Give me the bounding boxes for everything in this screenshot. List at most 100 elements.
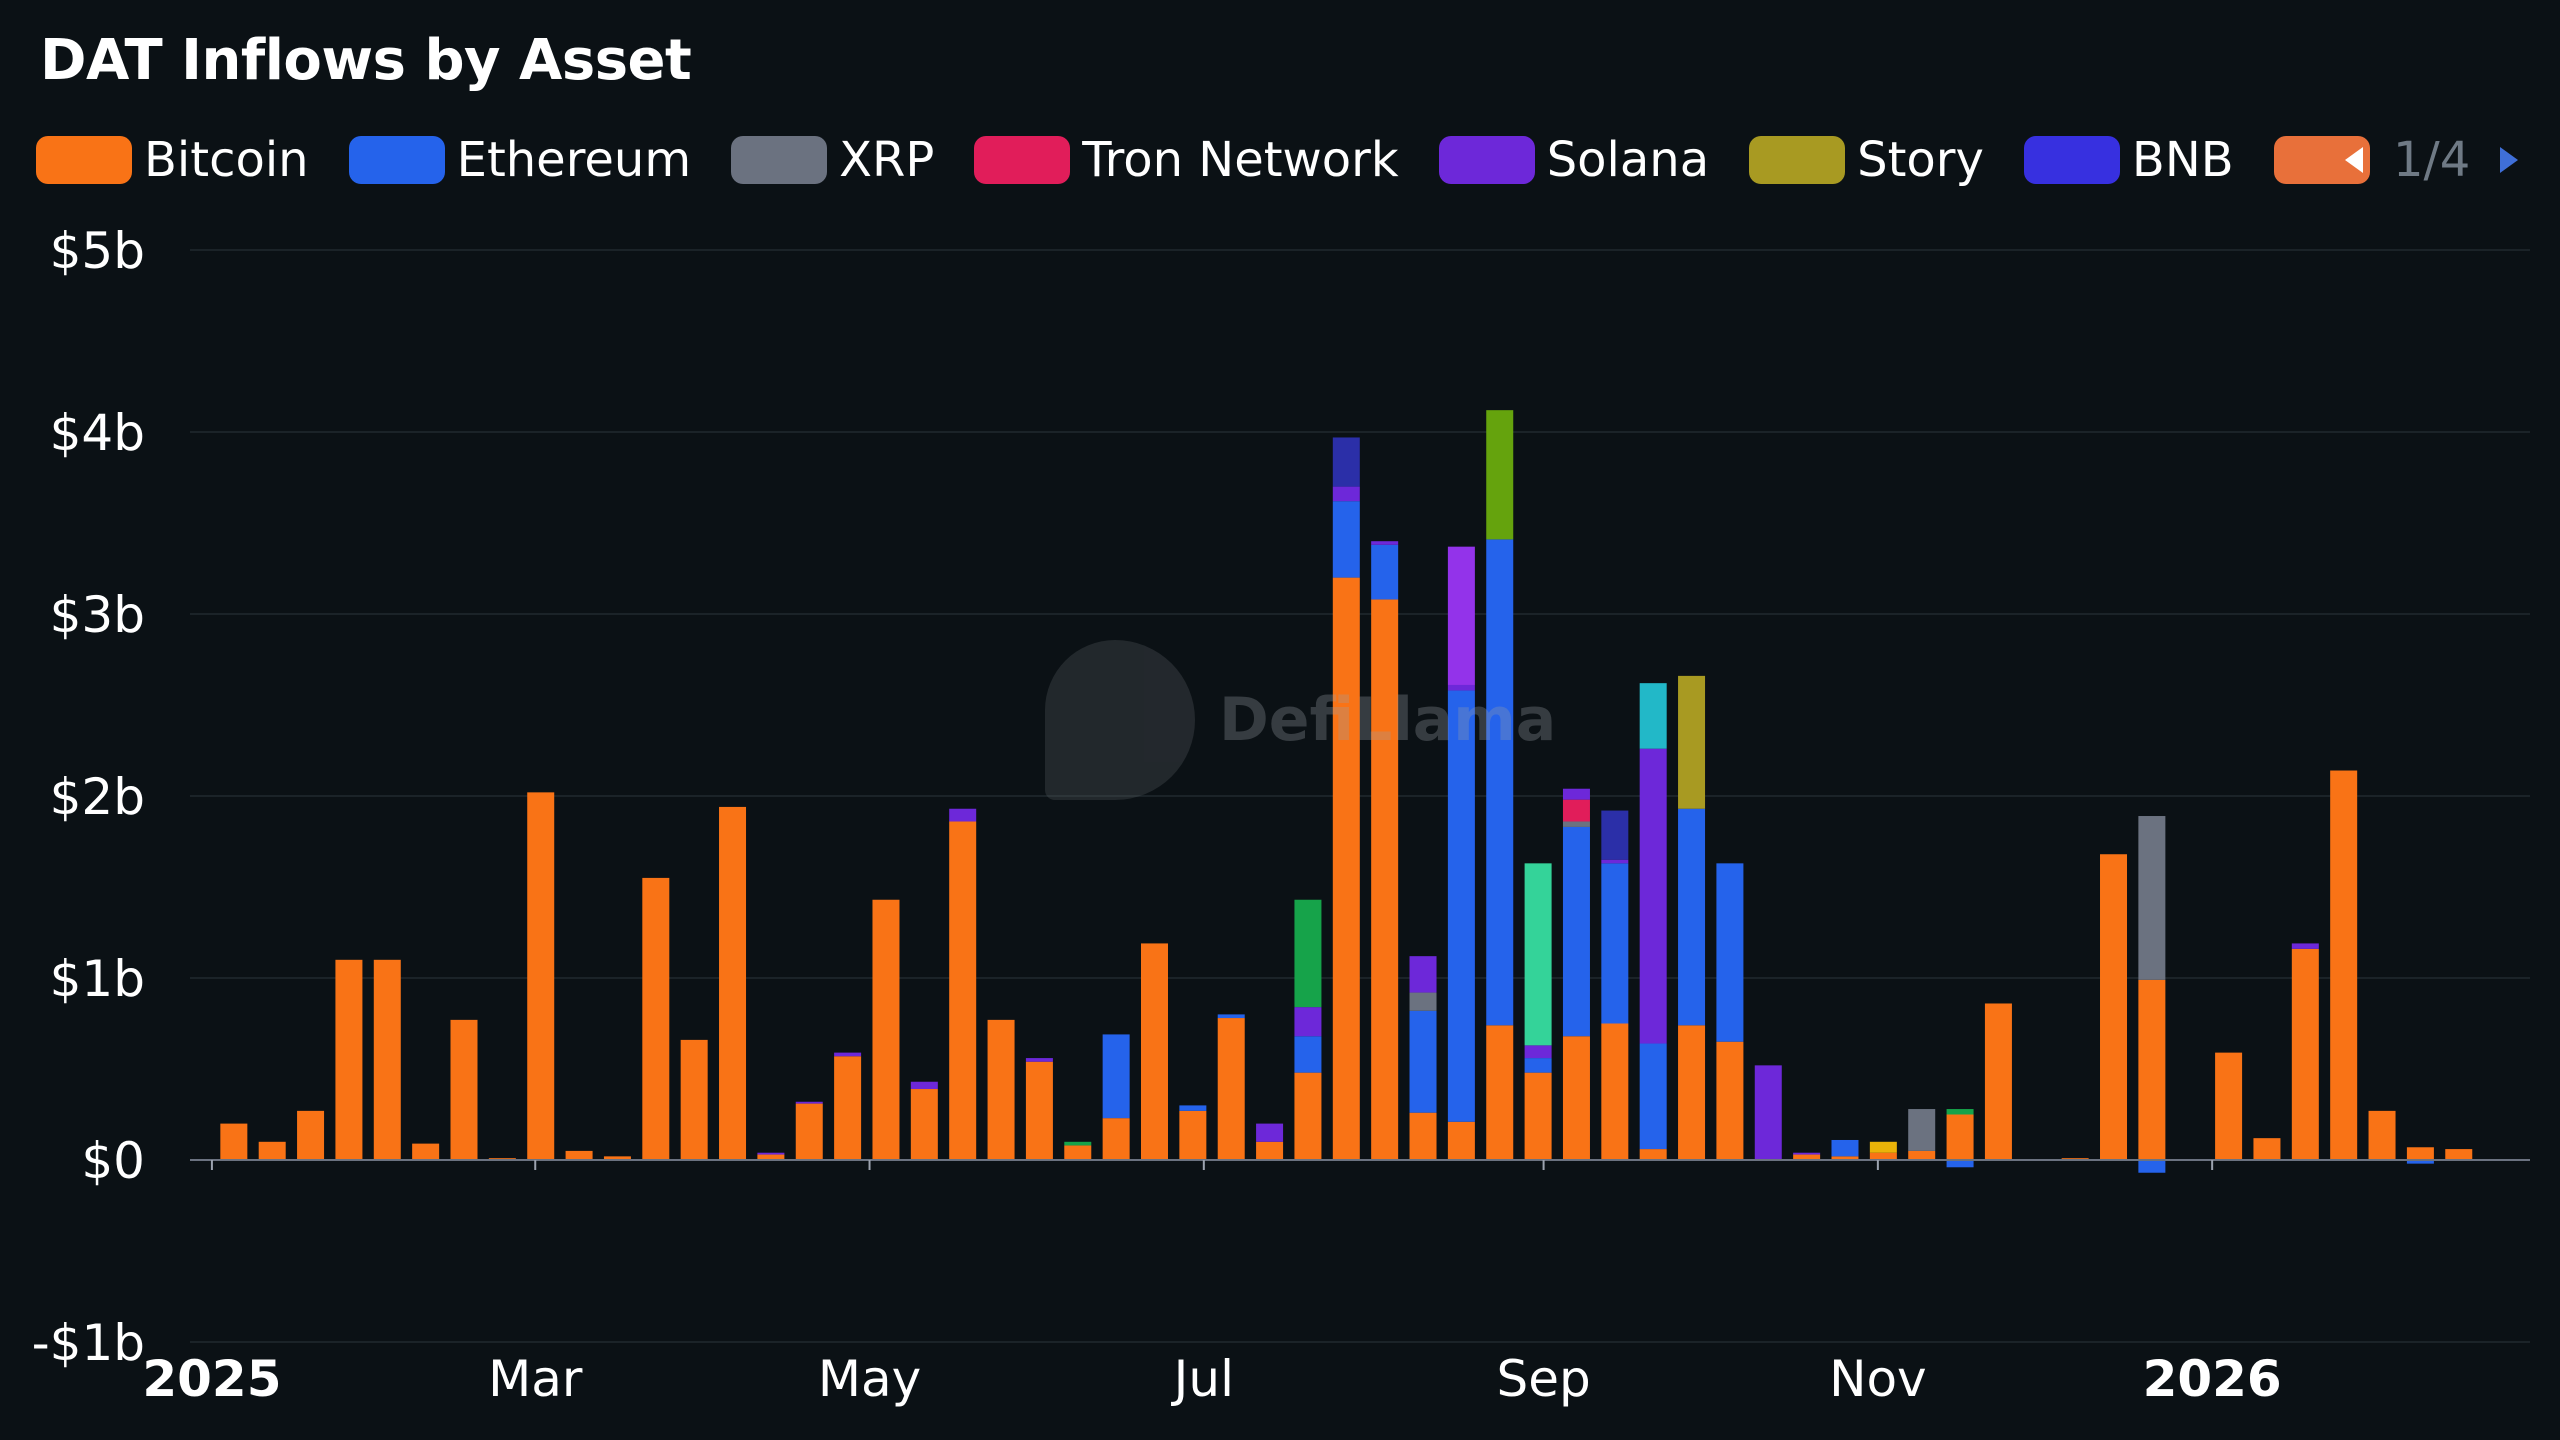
bar-segment-green[interactable] xyxy=(1064,1141,1092,1146)
bar-segment-btc[interactable] xyxy=(1562,1036,1590,1160)
bar-segment-btc[interactable] xyxy=(412,1143,440,1160)
bar-segment-btc[interactable] xyxy=(2138,979,2166,1160)
bar-segment-btc[interactable] xyxy=(949,821,977,1160)
bar-segment-btc[interactable] xyxy=(910,1089,938,1160)
bar-segment-eth[interactable] xyxy=(1524,1058,1552,1073)
bar-segment-btc[interactable] xyxy=(2253,1138,2281,1160)
bar-segment-olive[interactable] xyxy=(1486,410,1514,540)
bar-segment-mint[interactable] xyxy=(1524,863,1552,1046)
bar-segment-btc[interactable] xyxy=(1140,943,1168,1160)
bar-segment-btc[interactable] xyxy=(1179,1110,1207,1160)
bar-segment-btc[interactable] xyxy=(872,899,900,1160)
bar-segment-eth[interactable] xyxy=(1409,1010,1437,1113)
bar-segment-btc[interactable] xyxy=(1716,1041,1744,1160)
bar-segment-xrp[interactable] xyxy=(1908,1109,1936,1151)
bar-segment-btc[interactable] xyxy=(1946,1114,1974,1161)
bar-segment-btc[interactable] xyxy=(1639,1149,1667,1160)
bar-segment-btc[interactable] xyxy=(220,1123,248,1160)
bar-segment-sol[interactable] xyxy=(757,1152,785,1155)
bar-segment-sol[interactable] xyxy=(1025,1058,1053,1062)
bar-segment-eth[interactable] xyxy=(1831,1139,1859,1157)
bar-segment-eth[interactable] xyxy=(1294,1036,1322,1073)
bar-segment-btc[interactable] xyxy=(527,792,555,1160)
bar-segment-eth[interactable] xyxy=(1639,1043,1667,1150)
bar-segment-eth[interactable] xyxy=(1332,501,1360,578)
bar-segment-sol[interactable] xyxy=(1447,684,1475,691)
bar-segment-btc[interactable] xyxy=(1524,1072,1552,1160)
bar-segment-navy[interactable] xyxy=(1332,437,1360,487)
bar-segment-btc[interactable] xyxy=(1025,1061,1053,1160)
bar-segment-sol[interactable] xyxy=(1562,788,1590,800)
bar-segment-btc[interactable] xyxy=(2368,1110,2396,1160)
bar-segment-btc[interactable] xyxy=(1447,1121,1475,1160)
bar-segment-btc[interactable] xyxy=(1869,1152,1897,1160)
bar-segment-btc[interactable] xyxy=(1409,1112,1437,1160)
bar-segment-trx[interactable] xyxy=(1562,799,1590,822)
bar-segment-xrp[interactable] xyxy=(2138,816,2166,980)
bar-segment-btc[interactable] xyxy=(1793,1154,1821,1160)
bar-segment-eth[interactable] xyxy=(2406,1160,2434,1164)
bar-segment-btc[interactable] xyxy=(1256,1141,1284,1160)
bar-segment-sol[interactable] xyxy=(1409,956,1437,993)
bar-segment-btc[interactable] xyxy=(2215,1052,2243,1160)
bar-segment-sol[interactable] xyxy=(949,808,977,822)
bar-segment-sol[interactable] xyxy=(1371,541,1399,545)
legend-next-icon[interactable] xyxy=(2500,147,2519,173)
bar-segment-eth[interactable] xyxy=(1562,826,1590,1037)
bar-segment-btc[interactable] xyxy=(1064,1145,1092,1160)
bar-segment-sol[interactable] xyxy=(1332,486,1360,502)
bar-segment-teal[interactable] xyxy=(1639,683,1667,749)
bar-segment-btc[interactable] xyxy=(1831,1156,1859,1160)
legend-item[interactable]: XRP xyxy=(731,132,934,188)
bar-segment-btc[interactable] xyxy=(757,1154,785,1160)
bar-segment-btc[interactable] xyxy=(450,1019,478,1160)
bar-segment-sol[interactable] xyxy=(2291,943,2319,949)
bar-segment-btc[interactable] xyxy=(795,1103,823,1160)
bar-segment-btc[interactable] xyxy=(373,959,401,1160)
bar-segment-btc[interactable] xyxy=(642,877,670,1160)
bar-segment-btc[interactable] xyxy=(2330,770,2358,1160)
bar-segment-btc[interactable] xyxy=(2291,948,2319,1160)
bar-segment-eth[interactable] xyxy=(1678,808,1706,1026)
bar-segment-sol[interactable] xyxy=(1256,1123,1284,1142)
legend-item[interactable]: BNB xyxy=(2023,132,2234,188)
bar-segment-btc[interactable] xyxy=(2445,1149,2473,1160)
bar-segment-btc[interactable] xyxy=(719,806,747,1160)
bar-segment-eth[interactable] xyxy=(1179,1105,1207,1111)
bar-segment-btc[interactable] xyxy=(565,1150,593,1160)
bar-segment-btc[interactable] xyxy=(1984,1003,2012,1160)
bar-segment-sol[interactable] xyxy=(795,1101,823,1104)
bar-segment-green[interactable] xyxy=(1294,899,1322,1008)
bar-segment-btc[interactable] xyxy=(1486,1025,1514,1160)
bar-segment-btc[interactable] xyxy=(987,1019,1015,1160)
bar-segment-btc[interactable] xyxy=(1294,1072,1322,1160)
bar-segment-eth[interactable] xyxy=(2138,1160,2166,1173)
bar-segment-btc[interactable] xyxy=(258,1141,286,1160)
bar-segment-eth[interactable] xyxy=(1601,863,1629,1024)
bar-segment-btc[interactable] xyxy=(2406,1147,2434,1160)
bar-segment-yellow[interactable] xyxy=(1869,1141,1897,1153)
bar-segment-eth[interactable] xyxy=(1102,1034,1130,1119)
bar-segment-btc[interactable] xyxy=(297,1110,325,1160)
bar-segment-btc[interactable] xyxy=(1678,1025,1706,1160)
bar-segment-sol[interactable] xyxy=(1793,1152,1821,1155)
bar-segment-btc[interactable] xyxy=(2100,854,2128,1160)
bar-segment-eth[interactable] xyxy=(1371,544,1399,600)
bar-segment-sol[interactable] xyxy=(1754,1065,1782,1160)
bar-segment-story[interactable] xyxy=(1678,675,1706,809)
bar-segment-eth[interactable] xyxy=(1946,1160,1974,1168)
bar-segment-navy[interactable] xyxy=(1601,810,1629,860)
legend-item[interactable]: Bitcoin xyxy=(36,132,309,188)
bar-segment-btc[interactable] xyxy=(1601,1023,1629,1161)
bar-segment-sol[interactable] xyxy=(1601,859,1629,864)
bar-segment-btc[interactable] xyxy=(1217,1018,1245,1160)
bar-segment-xrp[interactable] xyxy=(1409,992,1437,1011)
legend-item[interactable]: Tron Network xyxy=(974,132,1399,188)
legend-prev-icon[interactable] xyxy=(2345,147,2363,173)
bar-segment-magenta[interactable] xyxy=(1447,546,1475,685)
legend-item[interactable]: Ethereum xyxy=(348,132,691,188)
bar-segment-btc[interactable] xyxy=(1102,1118,1130,1160)
bar-segment-btc[interactable] xyxy=(335,959,363,1160)
bar-segment-eth[interactable] xyxy=(1486,539,1514,1026)
bar-segment-sol[interactable] xyxy=(910,1081,938,1090)
